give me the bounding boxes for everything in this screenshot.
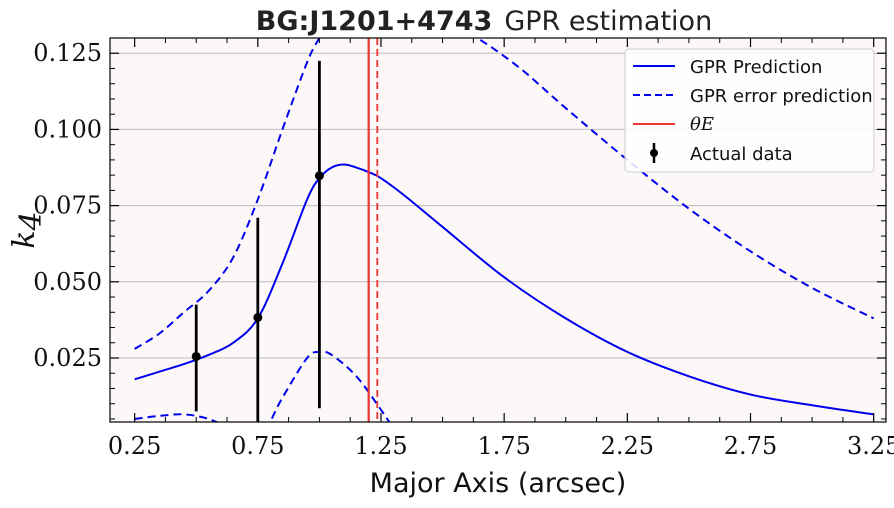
gpr-error-upper-line bbox=[134, 38, 875, 350]
x-axis-label: Major Axis (arcsec) bbox=[370, 468, 627, 499]
legend-label-theta: θE bbox=[690, 114, 714, 135]
plot-frame bbox=[109, 37, 887, 423]
y-tick-label: 0.100 bbox=[33, 115, 102, 143]
data-point bbox=[191, 351, 201, 361]
series-layer bbox=[134, 38, 875, 422]
y-tick-label: 0.050 bbox=[33, 268, 102, 296]
legend-label-prediction: GPR Prediction bbox=[690, 57, 822, 78]
y-axis-label: k4 bbox=[7, 211, 49, 248]
y-tick-label: 0.075 bbox=[33, 192, 102, 220]
legend-box bbox=[624, 48, 875, 173]
x-tick-label: 2.25 bbox=[601, 432, 654, 460]
data-point bbox=[253, 312, 263, 322]
y-tick-label: 0.025 bbox=[33, 344, 102, 372]
actual-data-layer bbox=[191, 60, 324, 422]
y-axis-label-main: k bbox=[7, 230, 42, 248]
x-tick-label: 3.25 bbox=[847, 432, 894, 460]
chart-title-bold: BG:J1201+4743 bbox=[256, 6, 493, 37]
x-tick-label: 1.25 bbox=[354, 432, 407, 460]
grid-lines bbox=[110, 52, 886, 359]
y-axis-label-sub: 4 bbox=[14, 211, 49, 231]
chart-title-rest: GPR estimation bbox=[504, 6, 712, 37]
x-tick-label: 2.75 bbox=[724, 432, 777, 460]
gpr-prediction-line bbox=[134, 163, 874, 416]
legend-label-error: GPR error prediction bbox=[690, 86, 873, 107]
x-tick-label: 1.75 bbox=[477, 432, 530, 460]
theta-layer bbox=[367, 38, 379, 422]
data-point bbox=[314, 171, 324, 181]
chart-title: BG:J1201+4743 GPR estimation bbox=[256, 6, 712, 37]
y-tick-labels: 0.025 0.050 0.075 0.100 0.125 bbox=[33, 39, 102, 372]
x-tick-label: 0.75 bbox=[231, 432, 284, 460]
legend: GPR Prediction GPR error prediction θE A… bbox=[624, 48, 875, 173]
y-tick-label: 0.125 bbox=[33, 39, 102, 67]
legend-swatch-data-dot bbox=[650, 149, 658, 157]
x-tick-labels: 0.25 0.75 1.25 1.75 2.25 2.75 3.25 bbox=[108, 432, 894, 460]
legend-label-data: Actual data bbox=[690, 144, 793, 165]
x-tick-label: 0.25 bbox=[108, 432, 161, 460]
axis-ticks bbox=[110, 38, 886, 422]
